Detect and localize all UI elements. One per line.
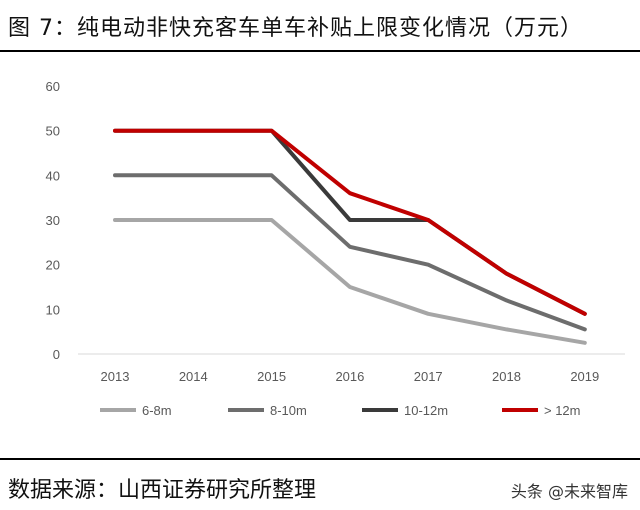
series-line-12m [113, 128, 587, 316]
x-tick-label: 2015 [257, 369, 286, 384]
bottom-divider [0, 458, 640, 460]
legend-label: 8-10m [270, 403, 307, 418]
y-tick-label: 0 [53, 347, 60, 362]
y-axis: 0 10 20 30 40 50 60 [46, 79, 60, 362]
x-tick-label: 2013 [101, 369, 130, 384]
y-tick-label: 10 [46, 302, 60, 317]
legend-label: > 12m [544, 403, 581, 418]
y-tick-label: 20 [46, 258, 60, 273]
y-tick-label: 60 [46, 79, 60, 94]
top-divider [0, 50, 640, 52]
y-tick-label: 50 [46, 124, 60, 139]
legend: 6-8m 8-10m 10-12m > 12m [100, 403, 581, 418]
data-source: 数据来源：山西证券研究所整理 [8, 478, 317, 503]
legend-label: 10-12m [404, 403, 448, 418]
x-tick-label: 2014 [179, 369, 208, 384]
legend-label: 6-8m [142, 403, 172, 418]
series-line-8-10m [113, 173, 587, 332]
chart-title: 图 7：纯电动非快充客车单车补贴上限变化情况（万元） [8, 16, 583, 41]
series-line-6-8m [113, 218, 587, 345]
x-tick-label: 2016 [335, 369, 364, 384]
series-lines [113, 128, 587, 345]
x-axis: 2013 2014 2015 2016 2017 2018 2019 [101, 369, 600, 384]
x-tick-label: 2019 [570, 369, 599, 384]
y-tick-label: 40 [46, 168, 60, 183]
x-tick-label: 2017 [414, 369, 443, 384]
watermark: 头条 @未来智库 [510, 482, 628, 501]
y-tick-label: 30 [46, 213, 60, 228]
x-tick-label: 2018 [492, 369, 521, 384]
